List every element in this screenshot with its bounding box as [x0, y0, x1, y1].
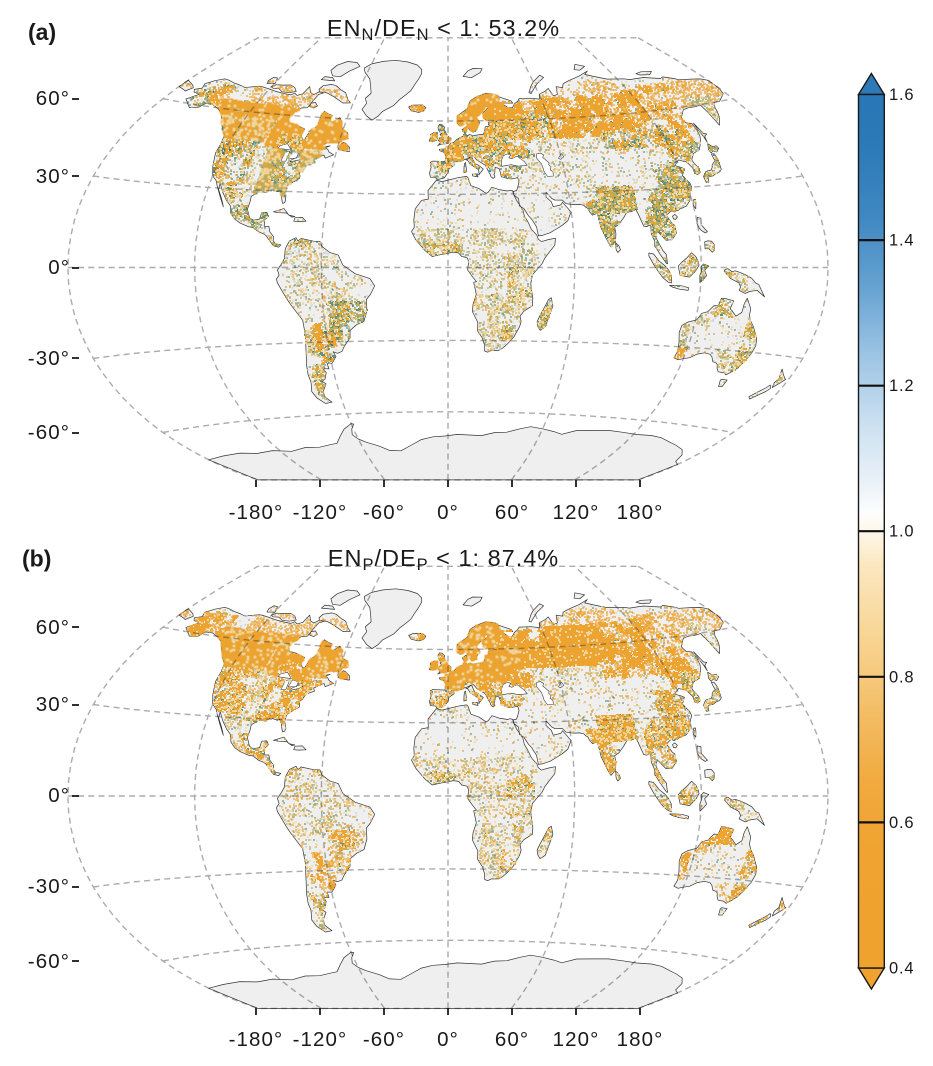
svg-text:ENP/DEP < 1: 87.4%: ENP/DEP < 1: 87.4% [328, 545, 559, 574]
svg-text:-120°: -120° [293, 501, 348, 524]
svg-text:-120°: -120° [293, 1028, 348, 1051]
svg-text:-180°: -180° [229, 501, 284, 524]
svg-text:60°: 60° [36, 87, 70, 110]
svg-text:-60°: -60° [28, 950, 70, 973]
svg-text:0.4: 0.4 [889, 960, 914, 978]
svg-text:-60°: -60° [28, 421, 70, 444]
svg-text:0°: 0° [48, 784, 70, 807]
svg-text:0°: 0° [48, 256, 70, 279]
svg-text:30°: 30° [36, 165, 70, 188]
svg-text:60°: 60° [495, 501, 529, 524]
svg-text:1.2: 1.2 [889, 377, 914, 395]
svg-text:0.6: 0.6 [889, 814, 914, 832]
svg-text:-60°: -60° [363, 501, 405, 524]
svg-text:60°: 60° [495, 1028, 529, 1051]
svg-text:0°: 0° [437, 501, 459, 524]
svg-text:1.6: 1.6 [889, 86, 914, 104]
svg-text:180°: 180° [617, 1028, 664, 1051]
svg-text:0.8: 0.8 [889, 668, 914, 686]
svg-text:-60°: -60° [363, 1028, 405, 1051]
svg-text:1.0: 1.0 [889, 523, 914, 541]
svg-text:120°: 120° [553, 501, 600, 524]
svg-text:30°: 30° [36, 693, 70, 716]
svg-text:180°: 180° [617, 501, 664, 524]
svg-text:120°: 120° [553, 1028, 600, 1051]
svg-text:(b): (b) [22, 546, 51, 572]
svg-text:60°: 60° [36, 616, 70, 639]
svg-text:-30°: -30° [28, 875, 70, 898]
svg-text:(a): (a) [28, 19, 56, 45]
svg-text:0°: 0° [437, 1028, 459, 1051]
svg-text:-30°: -30° [28, 347, 70, 370]
svg-text:-180°: -180° [229, 1028, 284, 1051]
svg-text:1.4: 1.4 [889, 232, 914, 250]
